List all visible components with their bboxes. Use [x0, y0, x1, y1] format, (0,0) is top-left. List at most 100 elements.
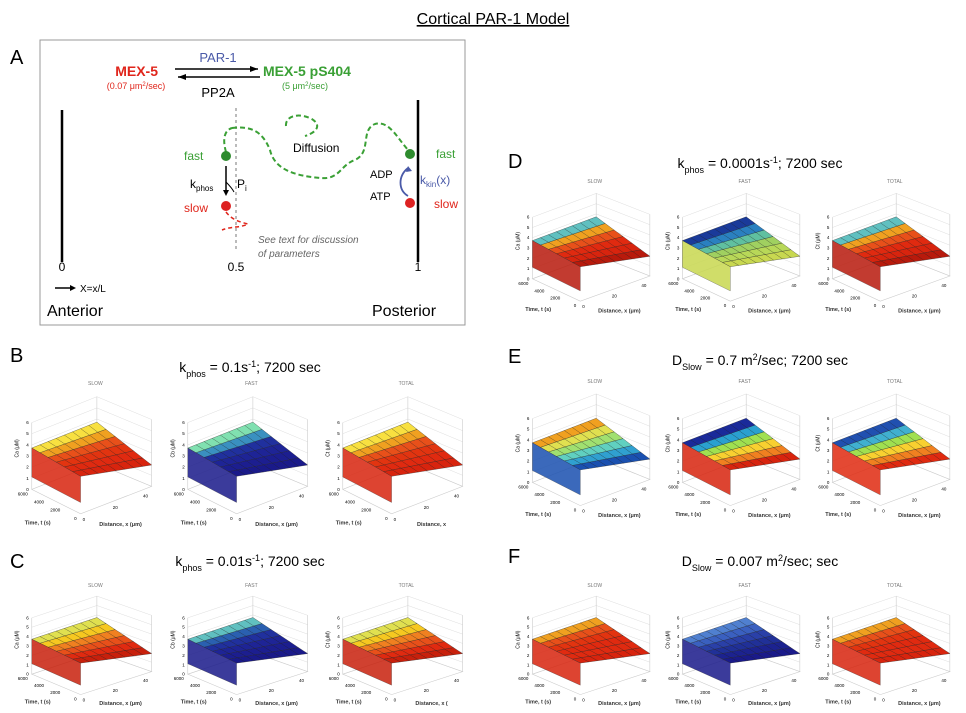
z-tick-label: 0: [527, 276, 530, 281]
z-tick-label: 6: [337, 615, 340, 620]
panel-title: DSlow = 0.007 m2/sec; sec: [682, 553, 838, 573]
z-tick-label: 4: [677, 634, 680, 639]
surface-skirt: [832, 442, 881, 496]
time-tick-label: 0: [724, 697, 727, 702]
label-main: P: [237, 177, 245, 191]
surface-grid: [706, 231, 757, 263]
z-tick-label: 3: [827, 644, 830, 649]
surface-grid: [64, 628, 117, 659]
z-tick-label: 3: [677, 246, 680, 251]
arrowhead: [250, 66, 258, 72]
par1-label: PAR-1: [199, 50, 236, 65]
distance-tick-label: 20: [762, 293, 768, 298]
distance-tick-label: 0: [732, 698, 735, 703]
distance-tick-label: 40: [454, 678, 460, 683]
distance-axis-label: Distance, x (: [415, 701, 448, 707]
pp2a-label: PP2A: [201, 85, 235, 100]
z-tick-label: 5: [26, 431, 29, 436]
surface-grid: [236, 622, 290, 657]
distance-tick-label: 20: [113, 688, 119, 693]
distance-tick-label: 20: [269, 505, 275, 510]
z-tick-label: 5: [677, 427, 680, 432]
time-tick-label: 6000: [174, 491, 185, 496]
title-part: = 0.01s: [202, 553, 252, 569]
surface-grid: [220, 434, 273, 471]
distance-tick-label: 0: [732, 509, 735, 514]
time-tick-label: 4000: [190, 500, 201, 505]
time-tick-label: 0: [574, 508, 577, 513]
distance-axis-label: Distance, x (μm): [99, 701, 142, 707]
surface-grid: [872, 625, 924, 658]
surface-grid: [350, 444, 401, 476]
wall-grid: [532, 393, 650, 419]
time-tick-label: 2000: [550, 500, 561, 505]
surface-skirt: [532, 638, 581, 686]
z-tick-label: 2: [527, 459, 530, 464]
title-part: Slow: [682, 362, 702, 372]
time-axis-label: Time, t (s): [825, 700, 851, 706]
kphos-label: kphos: [190, 177, 213, 193]
surface-grid: [738, 219, 792, 258]
panel-title: kphos = 0.1s-1; 7200 sec: [179, 359, 321, 379]
z-axis-label: Ca (μM): [14, 439, 20, 457]
panel-title: DSlow = 0.7 m2/sec; 7200 sec: [672, 352, 848, 372]
surface-grid: [738, 620, 792, 655]
time-tick-label: 4000: [190, 683, 201, 688]
z-tick-label: 3: [677, 644, 680, 649]
surface-grid: [228, 431, 282, 470]
surface-skirt: [31, 638, 81, 686]
atp-label: ATP: [370, 191, 391, 203]
time-tick-label: 0: [874, 697, 877, 702]
title-part: 2: [778, 553, 783, 563]
z-tick-label: 3: [827, 448, 830, 453]
time-tick-label: 4000: [34, 500, 45, 505]
time-tick-label: 0: [385, 516, 388, 521]
distance-tick-label: 20: [762, 688, 768, 693]
surface-grid: [714, 430, 766, 465]
label-main: k: [420, 173, 427, 187]
z-axis-label: Ca (μM): [515, 232, 521, 250]
time-tick-label: 2000: [850, 690, 861, 695]
z-tick-label: 5: [827, 225, 830, 230]
title-part: = 0.007 m: [711, 553, 778, 569]
panel-letter: D: [508, 151, 522, 173]
surface-grid: [195, 444, 246, 476]
z-axis-label: Ct (μM): [325, 631, 331, 648]
rate-text: /sec): [309, 81, 329, 91]
surface-grid: [56, 630, 108, 660]
z-tick-label: 1: [827, 662, 830, 667]
time-axis-label: Time, t (s): [181, 520, 207, 526]
time-tick-label: 6000: [518, 281, 529, 286]
distance-tick-label: 40: [941, 486, 947, 491]
panel-letter: B: [10, 345, 23, 367]
surface-grid: [730, 222, 783, 260]
z-tick-label: 0: [527, 480, 530, 485]
plot-title: TOTAL: [887, 583, 903, 589]
time-tick-label: 0: [230, 516, 233, 521]
wall-grid: [342, 396, 463, 423]
z-tick-label: 0: [677, 672, 680, 677]
z-tick-label: 4: [827, 235, 830, 240]
time-tick-label: 2000: [700, 296, 711, 301]
z-tick-label: 5: [527, 225, 530, 230]
plot-title: TOTAL: [399, 381, 415, 387]
panel-letter: F: [508, 546, 520, 568]
surface-grid: [203, 441, 255, 474]
title-part: -1: [252, 553, 260, 563]
distance-tick-label: 40: [791, 486, 797, 491]
time-tick-label: 6000: [329, 491, 340, 496]
distance-tick-label: 40: [143, 494, 149, 499]
distance-tick-label: 20: [612, 498, 618, 503]
position-label: 1: [415, 260, 422, 274]
time-tick-label: 4000: [534, 492, 545, 497]
wall-grid: [342, 595, 463, 619]
surface-skirt: [682, 240, 731, 292]
surface-grid: [572, 427, 624, 464]
title-part: -1: [248, 359, 256, 369]
pi-branch: [225, 181, 235, 193]
z-tick-label: 5: [26, 625, 29, 630]
time-axis-label: Time, t (s): [675, 512, 701, 518]
surface-grid: [56, 438, 108, 473]
diffusion-label: Diffusion: [293, 141, 339, 155]
